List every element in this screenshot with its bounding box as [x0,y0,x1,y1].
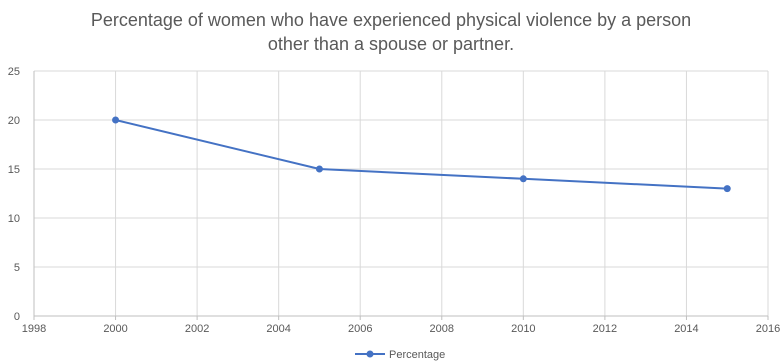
y-tick-label: 5 [14,262,20,274]
chart-title-line-2: other than a spouse or partner. [267,34,515,54]
x-tick-label: 2014 [674,323,698,335]
series-line [115,119,728,190]
chart-title-line-1: Percentage of women who have experienced… [90,10,692,30]
data-point [112,116,120,124]
y-tick-label: 0 [14,311,20,323]
data-point [315,165,323,173]
x-tick-label: 2010 [511,323,535,335]
y-tick-label: 10 [8,213,20,225]
data-point [519,175,527,183]
data-point [723,185,731,193]
x-tick-label: 2004 [266,323,290,335]
legend-label: Percentage [389,349,445,361]
x-tick-label: 2012 [593,323,617,335]
x-tick-label: 2016 [756,323,780,335]
legend-marker [366,350,374,358]
x-tick-label: 2002 [185,323,209,335]
x-tick-label: 2000 [103,323,127,335]
x-tick-label: 2008 [430,323,454,335]
x-tick-label: 1998 [22,323,46,335]
y-tick-label: 25 [8,66,20,78]
x-tick-label: 2006 [348,323,372,335]
y-tick-label: 20 [8,115,20,127]
chart-title: Percentage of women who have experienced… [0,8,782,56]
y-tick-label: 15 [8,164,20,176]
